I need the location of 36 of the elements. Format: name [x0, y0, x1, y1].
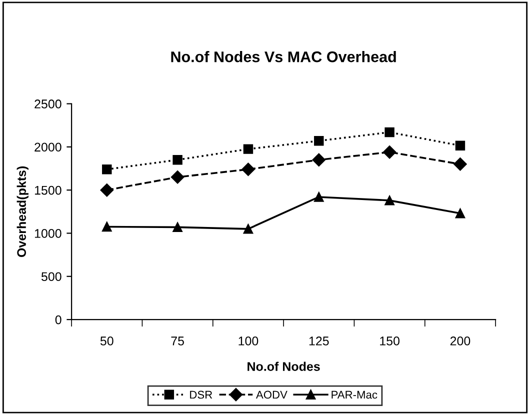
y-tick-label: 1500 — [34, 186, 62, 195]
point — [312, 153, 326, 166]
legend-label: DSR — [190, 390, 212, 399]
point — [314, 192, 324, 202]
point — [384, 196, 394, 206]
x-tick-label: 50 — [100, 336, 114, 346]
x-tick-label: 75 — [171, 336, 184, 346]
point — [314, 136, 324, 146]
x-tick-label: 200 — [450, 336, 470, 346]
point — [243, 224, 254, 234]
y-tick-label: 500 — [41, 272, 62, 282]
point — [454, 158, 467, 171]
point — [384, 127, 394, 138]
x-axis-title: No.of Nodes — [248, 362, 320, 371]
point — [170, 170, 184, 184]
y-tick-label: 2500 — [34, 100, 62, 108]
legend-label: PAR-Mac — [332, 390, 378, 399]
point — [100, 183, 114, 197]
point — [242, 162, 255, 176]
point — [455, 208, 466, 218]
y-tick-label: 1000 — [34, 229, 62, 238]
point — [102, 222, 112, 232]
x-tick-label: 100 — [238, 336, 258, 346]
point — [382, 146, 396, 159]
point — [172, 222, 182, 232]
chart-title: No.of Nodes Vs MAC Overhead — [171, 51, 396, 62]
y-tick-label: 2000 — [34, 142, 62, 152]
y-tick-label: 0 — [55, 315, 62, 324]
legend-label: AODV — [256, 390, 288, 399]
point — [172, 154, 182, 165]
y-axis-title: Overhead(pkts) — [16, 166, 28, 257]
x-tick-label: 125 — [309, 336, 329, 346]
point — [102, 164, 112, 174]
point — [455, 140, 466, 150]
x-tick-label: 150 — [380, 336, 400, 346]
point — [243, 144, 254, 154]
